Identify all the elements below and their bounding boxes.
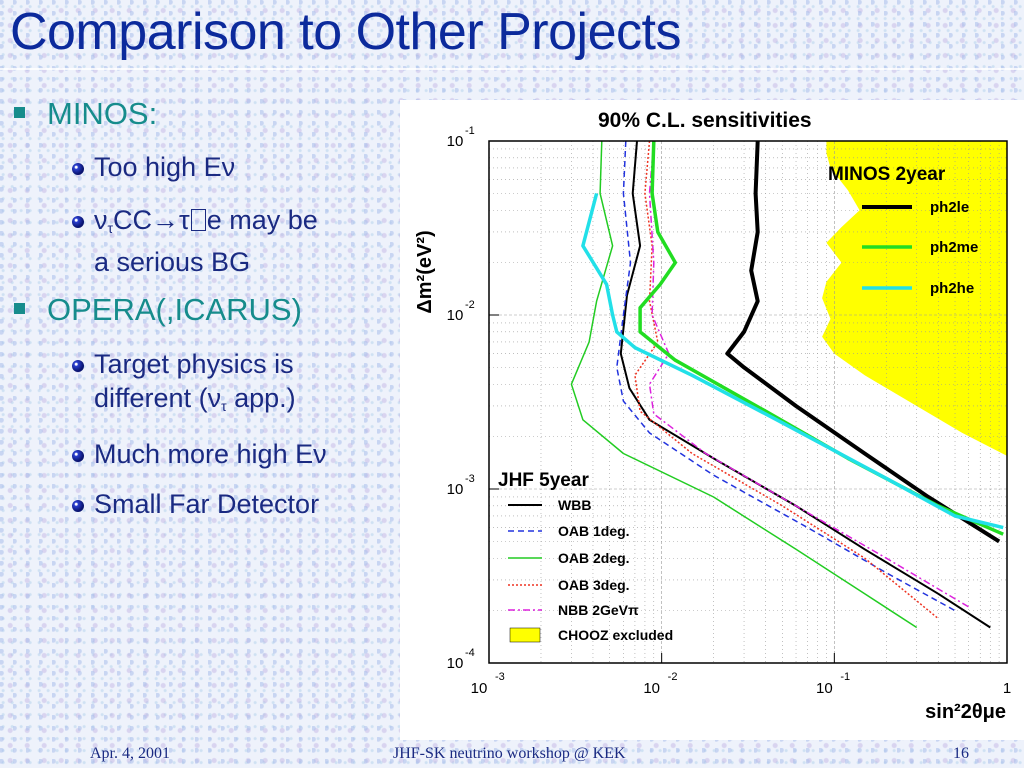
y-tick-label: 10	[447, 655, 464, 672]
grid-layer	[489, 141, 1007, 663]
bullet-label: OPERA(,ICARUS)	[47, 292, 302, 327]
series-oab-2deg-	[570, 140, 918, 629]
sub-bullet-text: app.)	[226, 383, 296, 413]
jhf-legend-label: CHOOZ excluded	[558, 627, 673, 643]
minos-legend-title: MINOS 2year	[828, 164, 946, 185]
chart-title: 90% C.L. sensitivities	[598, 109, 812, 132]
minos-legend-label: ph2he	[930, 280, 974, 297]
x-tick-label: 10	[643, 680, 660, 697]
x-tick-exponent: -2	[668, 671, 678, 683]
sphere-bullet-icon	[72, 500, 84, 512]
sub-bullet-far-detector: Small Far Detector	[72, 487, 319, 521]
sub-bullet-text: different (ν	[94, 383, 222, 413]
y-tick-exponent: -4	[465, 647, 475, 659]
sub-bullet-tau-bg: ντCC→τ e may be a serious BG	[72, 203, 318, 279]
y-tick-exponent: -1	[465, 125, 475, 137]
slide-title: Comparison to Other Projects	[10, 3, 681, 61]
nu-symbol: ν	[313, 439, 327, 469]
series-ph2he	[581, 192, 1004, 530]
series-ph2le	[725, 140, 1001, 544]
y-tick-label: 10	[447, 133, 464, 150]
y-axis-label: Δm²(eV²)	[414, 230, 436, 313]
title-underline	[0, 68, 1024, 70]
jhf-legend-title: JHF 5year	[498, 470, 589, 491]
sub-bullet-text: e may be	[206, 205, 318, 235]
sub-bullet-text-line2: a serious BG	[94, 247, 251, 277]
x-tick-label: 1	[1003, 680, 1011, 697]
y-tick-label: 10	[447, 481, 464, 498]
jhf-legend-swatch	[509, 627, 541, 643]
slide-footer: Apr. 4, 2001 JHF-SK neutrino workshop @ …	[0, 742, 1024, 768]
bullet-list: MINOS: Too high Eν ντCC→τ e may be a seri…	[0, 0, 400, 740]
square-bullet-icon	[14, 303, 25, 315]
minos-legend-label: ph2me	[930, 239, 978, 256]
jhf-legend-label: NBB 2GeVπ	[558, 602, 639, 618]
minos-legend-label: ph2le	[930, 199, 969, 216]
sub-bullet-more-high-energy: Much more high Eν	[72, 437, 327, 471]
jhf-legend-label: OAB 2deg.	[558, 550, 630, 566]
chooz-excluded-region	[822, 141, 1007, 663]
sub-bullet-text: Target physics is	[94, 349, 294, 379]
footer-date: Apr. 4, 2001	[90, 745, 170, 762]
bullet-minos: MINOS:	[14, 96, 157, 132]
chooz-region-layer	[822, 141, 1007, 663]
footer-event: JHF-SK neutrino workshop @ KEK	[393, 745, 626, 762]
sub-bullet-text: Much more high E	[94, 439, 314, 469]
sub-bullet-text: Small Far Detector	[94, 489, 320, 519]
x-tick-label: 10	[471, 680, 488, 697]
y-tick-exponent: -2	[465, 299, 475, 311]
nu-symbol: ν	[94, 205, 108, 235]
jhf-legend: JHF 5year WBB OAB 1deg. OAB 2deg. OAB 3deg.…	[498, 470, 673, 643]
plot-frame	[488, 140, 1008, 664]
sphere-bullet-icon	[72, 216, 84, 228]
jhf-legend-label: OAB 3deg.	[558, 577, 630, 593]
sub-bullet-target-physics: Target physics is different (ντ app.)	[72, 347, 296, 423]
sphere-bullet-icon	[72, 360, 84, 372]
sensitivity-chart: 10 -3 10 -2 10 -1 1 10 -1 10 -2 10 -3 10 -4 90% C.L. s…	[400, 100, 1024, 740]
series-oab-1deg-	[616, 140, 956, 612]
tau-subscript: τ	[107, 220, 114, 236]
minos-legend: MINOS 2year ph2le ph2me ph2he	[828, 164, 978, 297]
jhf-legend-label: WBB	[558, 497, 591, 513]
sub-bullet-text: Too high E	[94, 152, 222, 182]
x-tick-exponent: -3	[495, 671, 505, 683]
nu-symbol: ν	[221, 152, 236, 182]
x-tick-exponent: -1	[840, 671, 850, 683]
jhf-legend-label: OAB 1deg.	[558, 523, 630, 539]
x-tick-label: 10	[816, 680, 833, 697]
sphere-bullet-icon	[72, 450, 84, 462]
x-axis-label: sin²2θμe	[925, 701, 1006, 723]
bullet-label: MINOS:	[47, 96, 158, 131]
missing-glyph-box	[190, 209, 206, 231]
series-layer	[570, 140, 1004, 629]
bullet-opera: OPERA(,ICARUS)	[14, 292, 302, 328]
y-tick-exponent: -3	[465, 473, 475, 485]
sub-bullet-high-energy: Too high Eν	[72, 150, 235, 184]
square-bullet-icon	[14, 107, 25, 119]
footer-page-number: 16	[953, 745, 969, 762]
tau-subscript: τ	[221, 398, 227, 414]
sub-bullet-text: CC→τ	[113, 205, 190, 235]
sphere-bullet-icon	[72, 163, 84, 175]
y-tick-label: 10	[447, 307, 464, 324]
